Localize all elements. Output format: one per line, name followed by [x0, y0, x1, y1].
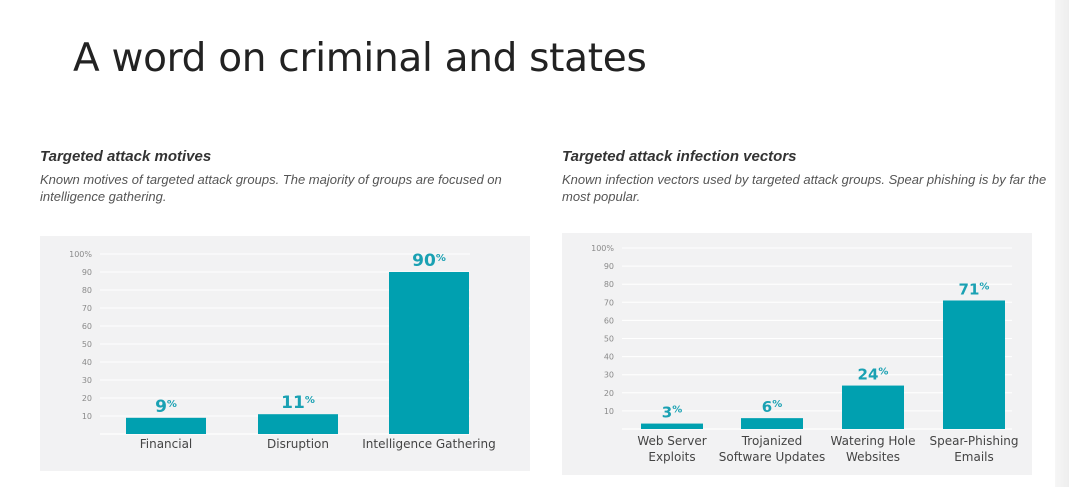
motives-chart-title: Targeted attack motives	[40, 148, 212, 165]
vectors-chart-subtitle: Known infection vectors used by targeted…	[562, 172, 1047, 204]
right-edge-strip	[1055, 0, 1069, 487]
vectors-chart: 10 20 30 40 50 60 70 80 90 100% 3% Web Server Exploi…	[562, 233, 1032, 475]
motives-y-tick-label: 100%	[69, 250, 92, 259]
motives-panel: Targeted attack motives Known motives of…	[40, 148, 540, 205]
vectors-bar	[943, 300, 1005, 429]
motives-category-label: Intelligence Gathering	[362, 437, 495, 451]
motives-y-tick-label: 70	[82, 304, 92, 313]
vectors-y-tick-label: 10	[604, 407, 614, 416]
motives-y-tick-label: 20	[82, 394, 92, 403]
vectors-y-tick-label: 60	[604, 316, 614, 325]
motives-y-tick-label: 50	[82, 340, 92, 349]
vectors-bar	[641, 423, 703, 429]
vectors-y-tick-label: 100%	[591, 244, 614, 253]
vectors-category-label: Web Server Exploits	[637, 434, 706, 464]
vectors-value-label: 3%	[662, 404, 682, 422]
vectors-y-tick-label: 70	[604, 298, 614, 307]
motives-y-tick-label: 80	[82, 286, 92, 295]
motives-chart: 10 20 30 40 50 60 70 80 90 100% 9% Financial 11% Disr…	[40, 236, 530, 471]
vectors-value-label: 71%	[959, 280, 990, 298]
motives-category-label: Financial	[140, 437, 193, 451]
vectors-value-label: 24%	[858, 366, 889, 384]
vectors-value-label: 6%	[762, 398, 782, 416]
vectors-y-tick-label: 40	[604, 353, 614, 362]
motives-bar	[258, 414, 338, 434]
motives-bar	[389, 272, 469, 434]
vectors-chart-title: Targeted attack infection vectors	[562, 148, 797, 165]
vectors-category-label: Watering Hole Websites	[831, 434, 916, 464]
motives-y-tick-label: 10	[82, 412, 92, 421]
vectors-panel: Targeted attack infection vectors Known …	[562, 148, 1054, 205]
motives-chart-svg: 10 20 30 40 50 60 70 80 90 100% 9% Financial 11% Disr…	[69, 250, 496, 451]
motives-y-tick-label: 60	[82, 322, 92, 331]
vectors-y-tick-label: 20	[604, 389, 614, 398]
motives-chart-subtitle: Known motives of targeted attack groups.…	[40, 172, 502, 204]
motives-bar	[126, 417, 206, 434]
vectors-category-label: Spear-Phishing Emails	[929, 434, 1018, 464]
vectors-y-tick-label: 50	[604, 335, 614, 344]
motives-category-label: Disruption	[267, 437, 329, 451]
motives-value-label: 11%	[281, 393, 315, 413]
vectors-category-label: Trojanized Software Updates	[719, 434, 825, 464]
vectors-bar	[741, 418, 803, 429]
vectors-y-tick-label: 90	[604, 262, 614, 271]
motives-y-tick-label: 40	[82, 358, 92, 367]
motives-y-tick-label: 30	[82, 376, 92, 385]
vectors-y-tick-label: 30	[604, 371, 614, 380]
vectors-y-tick-label: 80	[604, 280, 614, 289]
vectors-chart-svg: 10 20 30 40 50 60 70 80 90 100% 3% Web Server Exploi…	[591, 244, 1018, 464]
motives-y-tick-label: 90	[82, 268, 92, 277]
motives-value-label: 9%	[155, 397, 177, 417]
slide-title: A word on criminal and states	[73, 36, 647, 81]
motives-value-label: 90%	[412, 251, 446, 271]
vectors-bar	[842, 385, 904, 429]
